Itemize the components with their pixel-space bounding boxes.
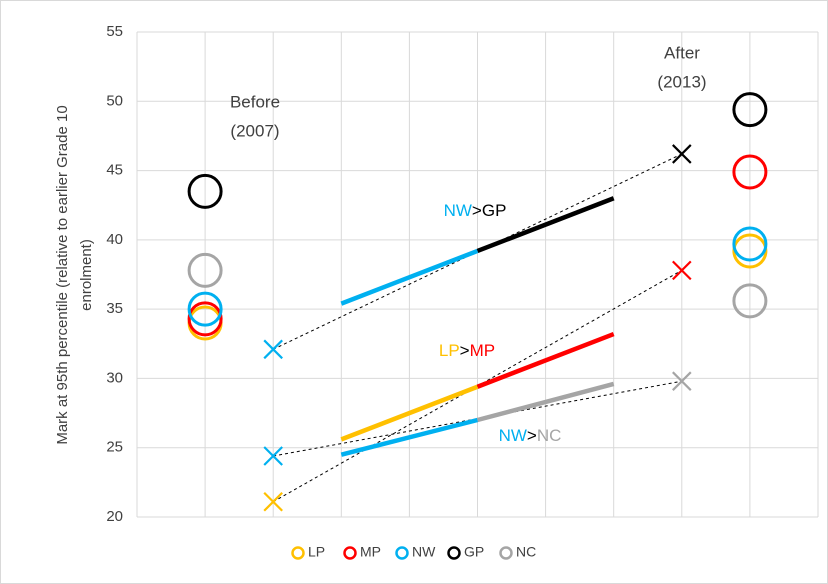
- legend-marker: [291, 546, 305, 560]
- legend-marker: [499, 546, 513, 560]
- circle-marker: [732, 283, 768, 319]
- y-tick-label: 20: [106, 508, 123, 525]
- segment-label-part: NC: [537, 426, 562, 445]
- cross-marker: [263, 491, 283, 512]
- y-axis-label: Mark at 95th percentile (relative to ear…: [54, 105, 71, 444]
- segment-label-part: LP: [439, 341, 460, 360]
- legend-label: GP: [464, 544, 484, 560]
- segment-line: [476, 381, 615, 423]
- segment-label: NW>GP: [444, 201, 507, 220]
- annotation: (2013): [657, 72, 706, 91]
- segment-label-part: >: [472, 201, 482, 220]
- legend-marker: [343, 546, 357, 560]
- segment-label-part: >: [460, 341, 470, 360]
- legend-label: NC: [516, 544, 536, 560]
- y-tick-label: 50: [106, 92, 123, 109]
- segment-line: [340, 417, 479, 457]
- legend-label: MP: [360, 544, 381, 560]
- circle-marker: [187, 252, 223, 288]
- y-tick-label: 40: [106, 231, 123, 248]
- circle-marker: [732, 154, 768, 190]
- cross-marker: [672, 371, 692, 391]
- segment-line: [476, 196, 615, 254]
- annotation: After: [664, 43, 700, 62]
- segment-label: LP>MP: [439, 341, 495, 360]
- y-axis-label: enrolment): [78, 239, 95, 311]
- annotation: (2007): [230, 121, 279, 140]
- segment-label: NW>NC: [499, 426, 562, 445]
- circle-marker: [187, 301, 223, 337]
- segment-line: [476, 331, 615, 389]
- annotation: Before: [230, 92, 280, 111]
- circle-marker: [187, 291, 223, 327]
- y-tick-label: 35: [106, 300, 123, 317]
- circle-marker: [732, 226, 768, 262]
- segment-label-part: GP: [482, 201, 507, 220]
- y-tick-label: 25: [106, 439, 123, 456]
- segment-line: [340, 384, 479, 442]
- segment-label-part: >: [527, 426, 537, 445]
- y-tick-label: 55: [106, 23, 123, 40]
- legend-label: LP: [308, 544, 325, 560]
- cross-marker: [672, 144, 692, 164]
- segment-label-part: MP: [470, 341, 496, 360]
- cross-marker: [672, 260, 692, 281]
- legend-marker: [395, 546, 409, 560]
- cross-marker: [263, 339, 283, 360]
- legend-label: NW: [412, 544, 436, 560]
- cross-marker: [263, 446, 283, 466]
- circle-marker: [732, 92, 768, 128]
- circle-marker: [187, 173, 223, 209]
- y-tick-label: 30: [106, 369, 123, 386]
- y-tick-label: 45: [106, 162, 123, 179]
- segment-label-part: NW: [499, 426, 527, 445]
- segment-label-part: NW: [444, 201, 472, 220]
- legend-marker: [447, 546, 461, 560]
- segment-line: [340, 248, 479, 306]
